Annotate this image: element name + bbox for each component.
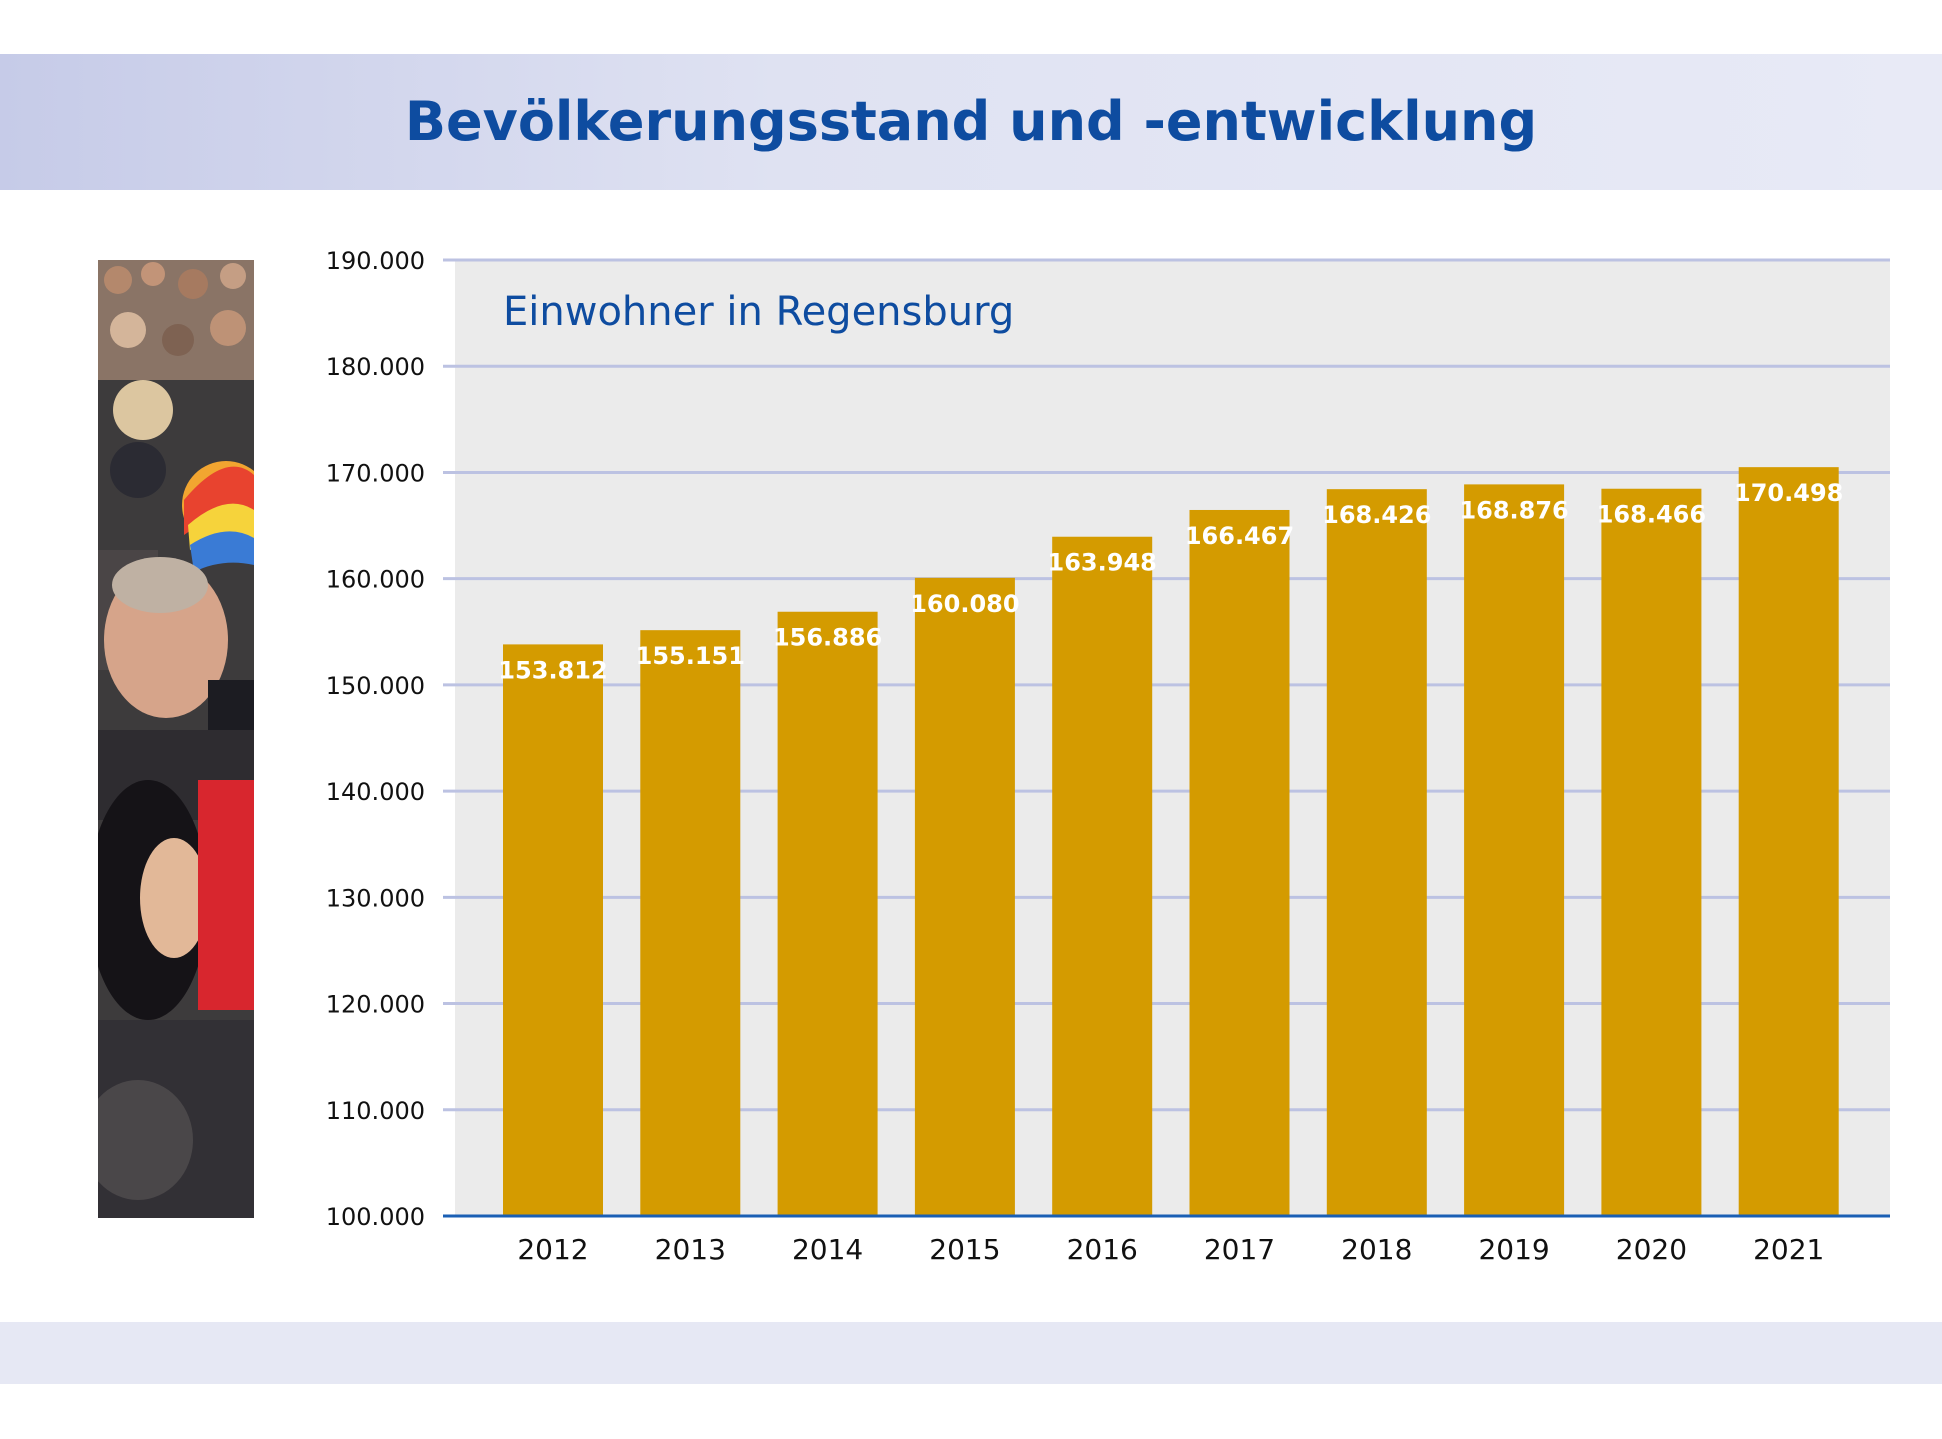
x-tick-label: 2021 [1753,1233,1824,1266]
y-tick-label: 180.000 [326,353,425,381]
bar-value-label: 166.467 [1185,522,1294,550]
population-bar-chart: 100.000 110.000 120.000 130.000 140.000 150.0… [326,247,1890,1266]
bar [503,644,603,1216]
bar [1052,536,1153,1216]
x-axis-tick-labels: 2012 2013 2014 2015 2016 2017 2018 2019 2020 2021 [517,1233,1824,1266]
x-tick-label: 2014 [792,1233,863,1266]
x-tick-label: 2017 [1204,1233,1275,1266]
x-tick-label: 2012 [517,1233,588,1266]
x-tick-label: 2018 [1341,1233,1412,1266]
bar [1601,488,1702,1217]
bar [1464,484,1565,1217]
y-tick-label: 100.000 [326,1203,425,1231]
y-tick-label: 130.000 [326,884,425,912]
bar [1189,509,1290,1216]
bar-value-label: 155.151 [636,642,745,670]
bar [640,630,741,1216]
footer-band [0,1322,1942,1384]
bar [1738,467,1839,1217]
bars [503,467,1839,1217]
bar-value-label: 163.948 [1048,549,1157,577]
bar-value-label: 156.886 [773,624,882,652]
bar [914,577,1015,1216]
x-tick-label: 2013 [655,1233,726,1266]
y-tick-label: 160.000 [326,566,425,594]
bar-value-label: 168.876 [1459,496,1568,524]
header-band [0,54,1942,190]
bar [1326,489,1427,1216]
bar-value-label: 153.812 [498,656,607,684]
y-tick-label: 110.000 [326,1097,425,1125]
bar-value-label: 160.080 [910,590,1019,618]
bar-value-labels: 153.812 155.151 156.886 160.080 163.948 166.4… [498,479,1843,684]
bar-value-label: 168.466 [1597,501,1706,529]
x-tick-label: 2015 [929,1233,1000,1266]
chart-title: Einwohner in Regensburg [503,289,1014,335]
y-tick-label: 120.000 [326,991,425,1019]
y-tick-label: 150.000 [326,672,425,700]
x-tick-label: 2016 [1067,1233,1138,1266]
y-axis-tick-labels: 100.000 110.000 120.000 130.000 140.000 150.0… [326,247,425,1231]
x-tick-label: 2020 [1616,1233,1687,1266]
bar-value-label: 170.498 [1734,479,1843,507]
page-title: Bevölkerungsstand und -entwicklung [404,90,1538,153]
x-tick-label: 2019 [1478,1233,1549,1266]
y-tick-label: 140.000 [326,778,425,806]
y-tick-label: 190.000 [326,247,425,275]
bar [777,611,878,1216]
y-tick-label: 170.000 [326,459,425,487]
crowd-photo-icon [98,260,254,1218]
bar-value-label: 168.426 [1322,501,1431,529]
